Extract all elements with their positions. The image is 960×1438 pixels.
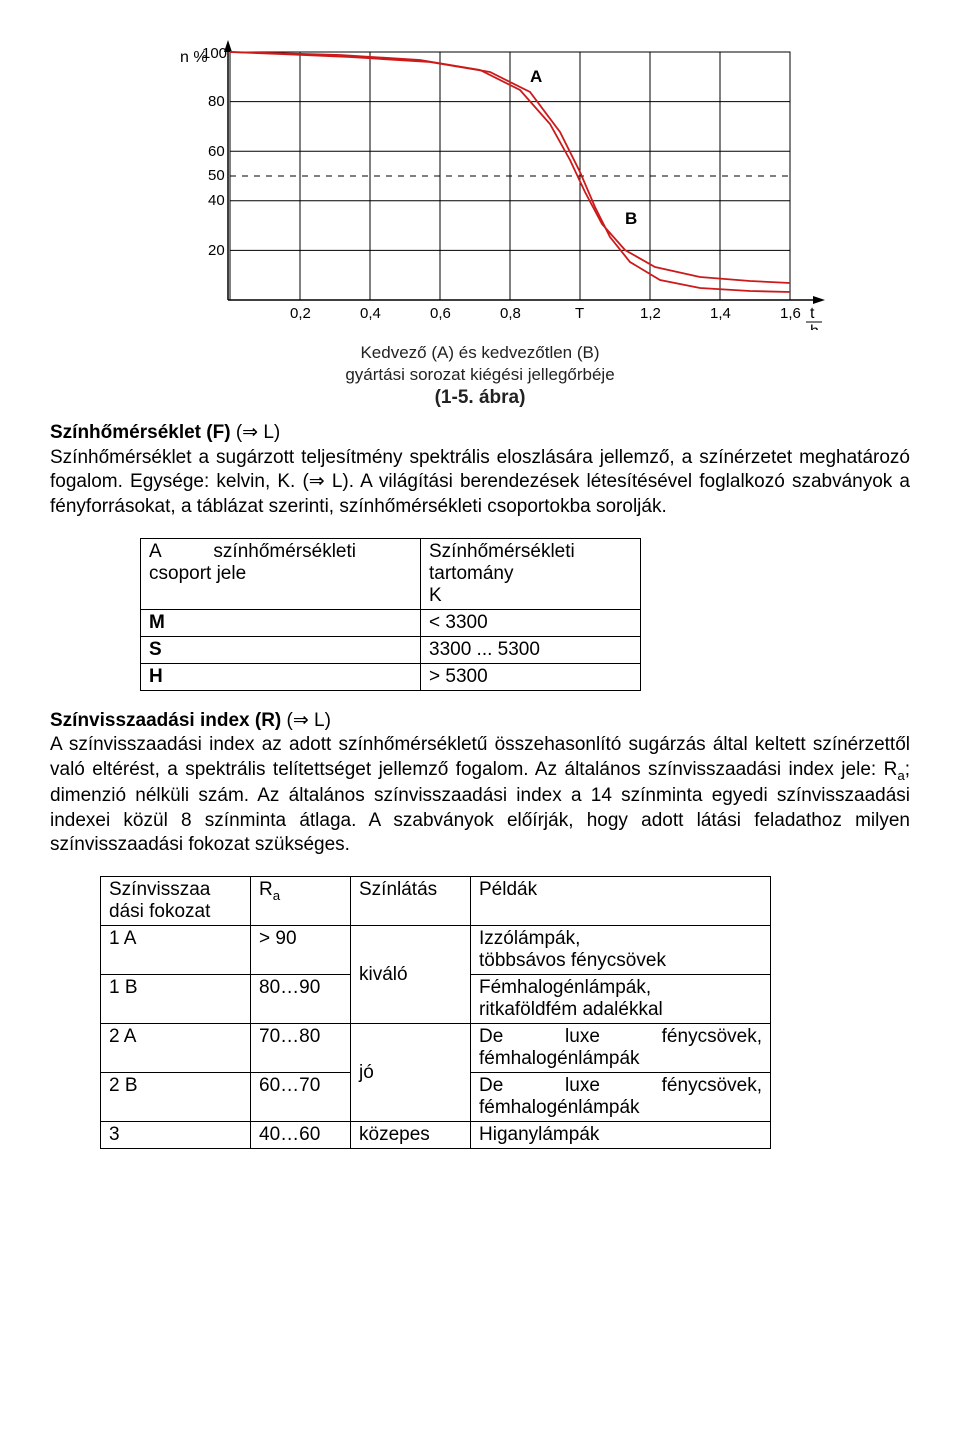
ytick: 80 (208, 93, 225, 110)
caption-line1: Kedvező (A) és kedvezőtlen (B) (360, 343, 599, 362)
t1-h2a: Színhőmérsékleti (429, 541, 575, 562)
t2-c1: 80…90 (251, 975, 351, 1024)
t2-c0: 3 (101, 1122, 251, 1149)
cri-table: Színvisszaa dási fokozat Ra Színlátás Pé… (100, 876, 771, 1149)
t2-c3b: fémhalogénlámpák (479, 1097, 640, 1118)
section1-title-suffix: (⇒ L) (231, 422, 281, 443)
t2-c3: Izzólámpák, többsávos fénycsövek (471, 926, 771, 975)
section-cri: Színvisszaadási index (R) (⇒ L) A színvi… (50, 709, 910, 859)
t1-h1c: csoport jele (149, 563, 246, 584)
xtick: 0,6 (430, 305, 451, 322)
xtick: 1,2 (640, 305, 661, 322)
t1-h1b: színhőmérsékleti (213, 541, 356, 562)
t2-c1: 70…80 (251, 1024, 351, 1073)
table-row: 2 A 70…80 jó Deluxefénycsövek, fémhalogé… (101, 1024, 771, 1073)
chart-figure: n % (50, 40, 910, 411)
section2-title: Színvisszaadási index (R) (50, 710, 281, 731)
t1-h2b: tartomány (429, 563, 513, 584)
ytick: 60 (208, 143, 225, 160)
table-row: 3 40…60 közepes Higanylámpák (101, 1122, 771, 1149)
t2-h3: Példák (471, 877, 771, 926)
section1-body: Színhőmérséklet a sugárzott teljesítmény… (50, 447, 910, 517)
t2-h1: R (259, 879, 273, 900)
t1-c0: M (141, 609, 421, 636)
t2-c3: Deluxefénycsövek, fémhalogénlámpák (471, 1073, 771, 1122)
t2-c1: 60…70 (251, 1073, 351, 1122)
x-axis-frac-bot: h (810, 323, 819, 330)
caption-label: (1-5. ábra) (435, 387, 526, 408)
xtick: 0,8 (500, 305, 521, 322)
table-row: H > 5300 (141, 663, 641, 690)
t2-c3b: többsávos fénycsövek (479, 950, 666, 971)
xtick: 1,4 (710, 305, 731, 322)
section2-body-a: A színvisszaadási index az adott színhőm… (50, 734, 910, 780)
table-row: 1 A > 90 kiváló Izzólámpák, többsávos fé… (101, 926, 771, 975)
t1-c1: > 5300 (421, 663, 641, 690)
caption-line2: gyártási sorozat kiégési jellegőrbéje (345, 365, 614, 384)
xtick: T (575, 305, 584, 322)
t2-h0a: Színvisszaa (109, 879, 210, 900)
t2-c2: jó (351, 1024, 471, 1122)
table-row: S 3300 ... 5300 (141, 636, 641, 663)
t2-c3b: fémhalogénlámpák (479, 1048, 640, 1069)
chart-svg-wrap: n % (130, 40, 830, 336)
t2-h2: Színlátás (351, 877, 471, 926)
t2-c1: > 90 (251, 926, 351, 975)
ytick: 50 (208, 167, 225, 184)
section-colortemp: Színhőmérséklet (F) (⇒ L) Színhőmérsékle… (50, 421, 910, 520)
section1-title: Színhőmérséklet (F) (50, 422, 231, 443)
curve-a-label: A (530, 67, 542, 86)
colortemp-table: A színhőmérsékleti csoport jele Színhőmé… (140, 538, 641, 691)
t2-c3a: Fémhalogénlámpák, (479, 977, 651, 998)
x-axis-frac-top: t (810, 305, 815, 322)
t2-c1: 40…60 (251, 1122, 351, 1149)
t1-c0: S (141, 636, 421, 663)
section2-title-suffix: (⇒ L) (281, 710, 331, 731)
t2-c3: Fémhalogénlámpák, ritkaföldfém adalékkal (471, 975, 771, 1024)
xtick: 0,2 (290, 305, 311, 322)
chart-caption: Kedvező (A) és kedvezőtlen (B) gyártási … (50, 342, 910, 411)
ytick: 100 (202, 45, 227, 62)
xtick: 0,4 (360, 305, 381, 322)
t2-c3: Higanylámpák (471, 1122, 771, 1149)
ytick: 20 (208, 242, 225, 259)
curve-b-label: B (625, 209, 637, 228)
t2-c2: közepes (351, 1122, 471, 1149)
t2-c0: 2 A (101, 1024, 251, 1073)
t1-c0: H (141, 663, 421, 690)
ytick: 40 (208, 192, 225, 209)
t2-c3a: Izzólámpák, (479, 928, 580, 949)
t2-c2: kiváló (351, 926, 471, 1024)
t2-c3: Deluxefénycsövek, fémhalogénlámpák (471, 1024, 771, 1073)
section2-sub: a (897, 768, 904, 783)
t2-h0b: dási fokozat (109, 901, 210, 922)
t2-c0: 1 A (101, 926, 251, 975)
t1-c1: < 3300 (421, 609, 641, 636)
t1-h1a: A (149, 541, 161, 562)
t2-c0: 1 B (101, 975, 251, 1024)
chart-svg: n % (130, 40, 830, 330)
t1-c1: 3300 ... 5300 (421, 636, 641, 663)
t1-h2c: K (429, 585, 442, 606)
t2-h1sub: a (273, 888, 280, 903)
xtick: 1,6 (780, 305, 801, 322)
t2-c3b: ritkaföldfém adalékkal (479, 999, 663, 1020)
table-row: M < 3300 (141, 609, 641, 636)
t2-c0: 2 B (101, 1073, 251, 1122)
